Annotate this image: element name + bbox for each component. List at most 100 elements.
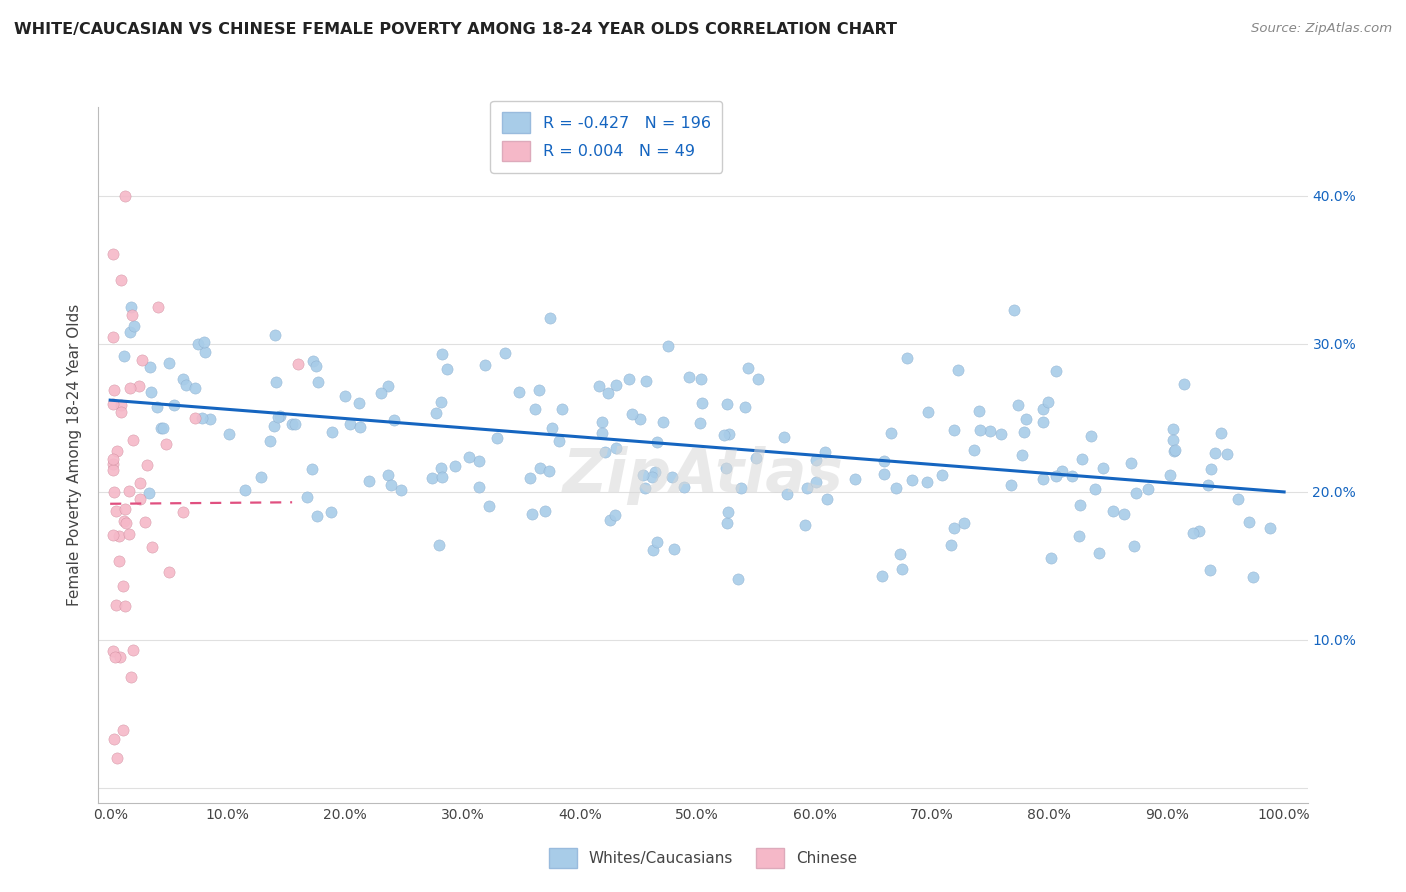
Point	[380, 478, 402, 492]
Point	[339, 417, 361, 431]
Point	[1163, 443, 1185, 458]
Point	[1125, 486, 1147, 500]
Point	[104, 598, 127, 612]
Point	[529, 460, 551, 475]
Point	[139, 385, 162, 400]
Point	[1045, 468, 1067, 483]
Point	[112, 579, 135, 593]
Point	[104, 649, 127, 664]
Point	[146, 400, 169, 414]
Point	[129, 492, 152, 507]
Point	[114, 189, 136, 203]
Point	[1226, 492, 1249, 507]
Point	[263, 418, 285, 433]
Point	[551, 401, 574, 416]
Point	[737, 360, 759, 375]
Point	[1101, 503, 1123, 517]
Point	[121, 433, 143, 447]
Point	[172, 505, 194, 519]
Point	[118, 527, 141, 541]
Point	[519, 471, 541, 485]
Point	[717, 427, 740, 442]
Point	[527, 383, 550, 397]
Point	[1032, 472, 1054, 486]
Point	[591, 415, 613, 429]
Legend: R = -0.427   N = 196, R = 0.004   N = 49: R = -0.427 N = 196, R = 0.004 N = 49	[491, 101, 723, 172]
Point	[172, 372, 194, 386]
Point	[430, 346, 453, 360]
Point	[915, 475, 938, 489]
Point	[468, 481, 491, 495]
Point	[184, 411, 207, 425]
Point	[458, 450, 481, 465]
Point	[844, 472, 866, 486]
Point	[1123, 539, 1146, 553]
Point	[1197, 478, 1219, 492]
Point	[538, 464, 561, 478]
Point	[953, 516, 976, 530]
Point	[979, 425, 1001, 439]
Point	[121, 308, 143, 322]
Legend: Whites/Caucasians, Chinese: Whites/Caucasians, Chinese	[541, 840, 865, 875]
Point	[873, 454, 896, 468]
Point	[634, 374, 657, 388]
Point	[389, 483, 412, 498]
Point	[136, 458, 159, 472]
Point	[1161, 434, 1184, 448]
Point	[1088, 546, 1111, 560]
Point	[114, 502, 136, 516]
Point	[114, 599, 136, 614]
Point	[1060, 469, 1083, 483]
Point	[1032, 415, 1054, 429]
Point	[103, 732, 125, 747]
Point	[678, 369, 700, 384]
Point	[155, 436, 177, 450]
Point	[120, 325, 142, 339]
Point	[942, 521, 965, 535]
Point	[727, 572, 749, 586]
Text: Source: ZipAtlas.com: Source: ZipAtlas.com	[1251, 22, 1392, 36]
Point	[1069, 498, 1091, 512]
Point	[645, 434, 668, 449]
Point	[716, 397, 738, 411]
Point	[108, 528, 131, 542]
Point	[105, 443, 128, 458]
Point	[370, 386, 392, 401]
Y-axis label: Female Poverty Among 18-24 Year Olds: Female Poverty Among 18-24 Year Olds	[67, 304, 83, 606]
Point	[884, 482, 907, 496]
Point	[101, 397, 124, 411]
Point	[880, 426, 903, 441]
Point	[281, 417, 304, 431]
Point	[588, 378, 610, 392]
Point	[420, 470, 443, 484]
Point	[617, 372, 640, 386]
Point	[1239, 516, 1261, 530]
Point	[793, 517, 815, 532]
Point	[1091, 460, 1114, 475]
Point	[662, 541, 685, 556]
Point	[105, 751, 128, 765]
Point	[1204, 446, 1226, 460]
Point	[184, 381, 207, 395]
Point	[1216, 447, 1239, 461]
Point	[120, 381, 142, 395]
Point	[198, 412, 221, 426]
Point	[427, 538, 450, 552]
Point	[641, 470, 664, 484]
Point	[382, 413, 405, 427]
Text: WHITE/CAUCASIAN VS CHINESE FEMALE POVERTY AMONG 18-24 YEAR OLDS CORRELATION CHAR: WHITE/CAUCASIAN VS CHINESE FEMALE POVERT…	[14, 22, 897, 37]
Point	[596, 386, 619, 401]
Point	[806, 453, 828, 467]
Point	[969, 423, 991, 437]
Point	[436, 361, 458, 376]
Point	[541, 421, 564, 435]
Point	[112, 723, 135, 738]
Point	[101, 330, 124, 344]
Point	[644, 465, 666, 479]
Point	[1136, 482, 1159, 496]
Point	[103, 383, 125, 397]
Point	[773, 430, 796, 444]
Point	[117, 483, 139, 498]
Point	[1040, 551, 1063, 566]
Point	[931, 467, 953, 482]
